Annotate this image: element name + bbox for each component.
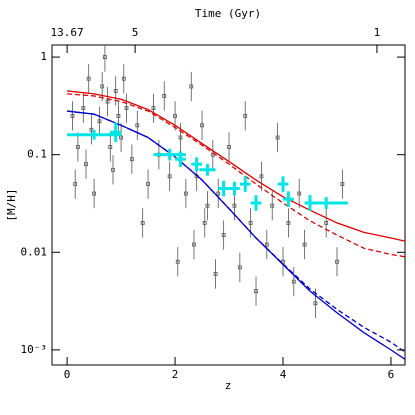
data-point [135,123,140,128]
data-point [84,162,88,167]
data-point [167,174,172,179]
x-tick-label: 6 [388,368,395,381]
data-point [340,182,345,186]
y-tick-label: 0.1 [27,148,47,161]
data-point [270,203,275,208]
data-point [116,113,121,118]
y-axis-label: [M/H] [5,188,18,221]
data-point [259,174,264,179]
data-point [76,145,80,149]
top-tick-label: 5 [132,26,139,39]
data-point [227,145,231,149]
data-point [264,242,269,247]
data-point [254,289,258,294]
y-tick-label: 0.01 [21,245,48,258]
data-point [97,119,102,124]
data-point [105,99,110,104]
data-point [183,191,188,196]
data-point [291,279,296,284]
data-point [108,145,113,149]
data-point [232,203,237,208]
x-tick-label: 2 [172,368,179,381]
model-line [67,93,405,258]
data-point [275,135,280,140]
data-point [124,106,129,111]
data-point [113,89,118,93]
data-point [73,182,78,186]
data-point [205,203,210,208]
plot-frame [51,44,406,366]
data-point [189,84,194,89]
data-point [86,76,91,81]
top-axis-label: Time (Gyr) [195,7,261,20]
data-point [151,106,156,111]
model-line [67,90,405,242]
data-point [335,259,339,264]
x-axis-label: z [225,379,232,392]
data-point [173,113,177,118]
data-point [200,123,204,128]
data-point [286,221,291,225]
plot-area [67,45,405,360]
data-point [313,301,318,306]
top-tick-label: 13.67 [51,26,84,39]
data-point [192,242,196,247]
data-point [89,127,94,132]
data-point [121,76,126,81]
x-tick-label: 4 [280,368,287,381]
data-point [92,191,97,196]
data-point [302,242,307,247]
data-point [237,265,242,270]
top-tick-label: 1 [374,26,381,39]
y-tick-label: 1 [40,50,47,63]
data-point [100,84,105,89]
data-point [243,113,248,118]
data-point [202,221,207,225]
data-point [324,221,329,225]
data-point [70,113,75,118]
data-point [146,182,150,186]
x-tick-label: 0 [64,368,71,381]
data-point [111,167,115,172]
model-line [67,110,405,360]
data-point [81,106,86,111]
data-point [129,157,134,162]
data-point [178,135,183,140]
data-point [297,191,302,196]
data-point [213,272,218,276]
model-line [67,110,405,353]
data-point [102,55,107,59]
data-point [248,221,253,225]
data-point [221,233,226,237]
data-point [216,191,221,196]
data-point [140,221,145,225]
data-point [162,94,167,98]
data-point [175,259,180,264]
y-tick-label: 10⁻³ [21,343,48,356]
